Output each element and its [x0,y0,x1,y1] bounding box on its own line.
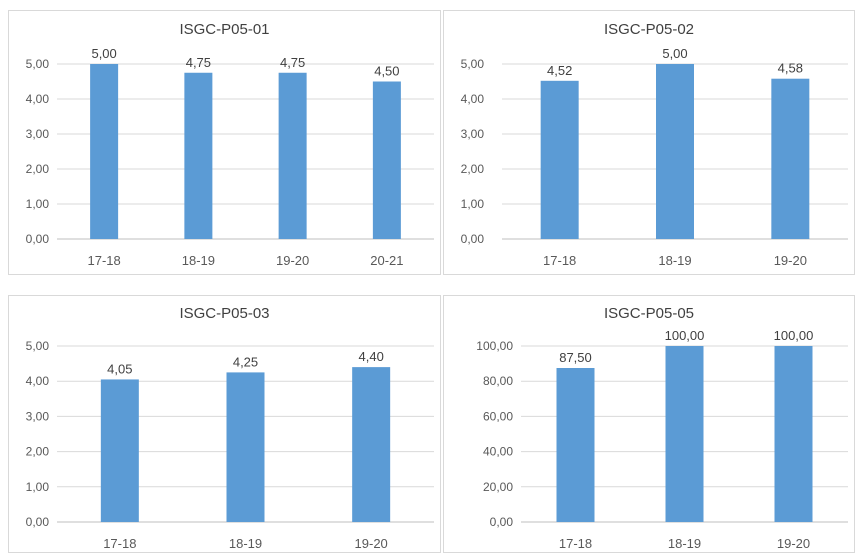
y-tick-label: 1,00 [461,197,485,211]
bar [665,346,704,522]
x-tick-label: 18-19 [658,253,691,268]
x-tick-label: 17-18 [88,253,121,268]
y-tick-label: 0,00 [26,515,50,529]
y-tick-label: 60,00 [483,409,513,423]
chart-title: ISGC-P05-03 [179,305,270,322]
y-tick-label: 3,00 [26,409,50,423]
chart-title: ISGC-P05-02 [603,21,695,38]
y-tick-label: 3,00 [461,127,485,141]
y-tick-label: 5,00 [461,57,485,71]
y-tick-label: 4,00 [26,374,50,388]
x-tick-label: 17-18 [543,253,576,268]
data-label: 5,00 [91,46,116,61]
y-tick-label: 1,00 [26,197,50,211]
x-tick-label: 18-19 [229,536,262,551]
y-tick-label: 2,00 [26,445,50,459]
y-tick-label: 5,00 [26,339,50,353]
y-tick-label: 20,00 [483,480,513,494]
chart-plot: 0,00 1,00 2,00 3,00 4,00 5,00 5,00 17-18 4,75 18-… [26,46,434,268]
data-label: 4,52 [547,63,572,78]
y-tick-label: 80,00 [483,374,513,388]
chart-panel-isgc-p05-01: ISGC-P05-01 0,00 1,00 2,00 3,00 4,00 5,00 5,00… [8,10,441,275]
data-label: 4,75 [186,55,211,70]
x-tick-label: 17-18 [103,536,136,551]
data-label: 4,40 [359,349,384,364]
chart-panel-isgc-p05-03: ISGC-P05-03 0,00 1,00 2,00 3,00 4,00 5,00 4,05… [8,295,441,553]
bar [226,372,265,522]
x-tick-label: 19-20 [774,253,807,268]
chart-plot: 0,00 1,00 2,00 3,00 4,00 5,00 4,52 17-18 5,00 18-… [461,46,848,268]
x-tick-label: 18-19 [182,253,215,268]
y-tick-label: 0,00 [26,232,50,246]
data-label: 4,75 [280,55,305,70]
y-tick-label: 1,00 [26,480,50,494]
chart-plot: 0,00 20,00 40,00 60,00 80,00 100,00 87,50 17-18… [476,328,848,551]
y-tick-label: 0,00 [461,232,485,246]
data-label: 4,05 [107,361,132,376]
chart-title: ISGC-P05-05 [603,305,695,322]
bar [352,367,391,522]
bar [540,80,579,239]
y-tick-label: 3,00 [26,127,50,141]
bar [372,81,401,239]
bar [184,72,213,239]
data-label: 87,50 [559,350,592,365]
data-label: 5,00 [662,46,687,61]
chart-title: ISGC-P05-01 [179,21,270,38]
x-tick-label: 19-20 [355,536,388,551]
y-tick-label: 100,00 [476,339,513,353]
bar [771,78,810,239]
chart-panel-isgc-p05-02: ISGC-P05-02 0,00 1,00 2,00 3,00 4,00 5,00 4,52… [443,10,855,275]
data-label: 100,00 [774,328,814,343]
y-tick-label: 2,00 [26,162,50,176]
x-tick-label: 19-20 [777,536,810,551]
bar [90,64,119,239]
bar [774,346,813,522]
y-tick-label: 4,00 [461,92,485,106]
bar [278,72,307,239]
bar [656,64,694,239]
chart-panel-isgc-p05-05: ISGC-P05-05 0,00 20,00 40,00 60,00 80,00 100,… [443,295,855,553]
y-tick-label: 0,00 [490,515,514,529]
bar [556,368,595,522]
x-tick-label: 17-18 [559,536,592,551]
x-tick-label: 20-21 [370,253,403,268]
y-tick-label: 40,00 [483,445,513,459]
data-label: 4,50 [374,64,399,79]
data-label: 4,25 [233,354,258,369]
data-label: 100,00 [665,328,705,343]
y-tick-label: 4,00 [26,92,50,106]
chart-plot: 0,00 1,00 2,00 3,00 4,00 5,00 4,05 17-18 4,25 18-… [26,339,434,551]
x-tick-label: 18-19 [668,536,701,551]
y-tick-label: 5,00 [26,57,50,71]
bar [100,379,139,522]
y-tick-label: 2,00 [461,162,485,176]
x-tick-label: 19-20 [276,253,309,268]
data-label: 4,58 [778,61,803,76]
